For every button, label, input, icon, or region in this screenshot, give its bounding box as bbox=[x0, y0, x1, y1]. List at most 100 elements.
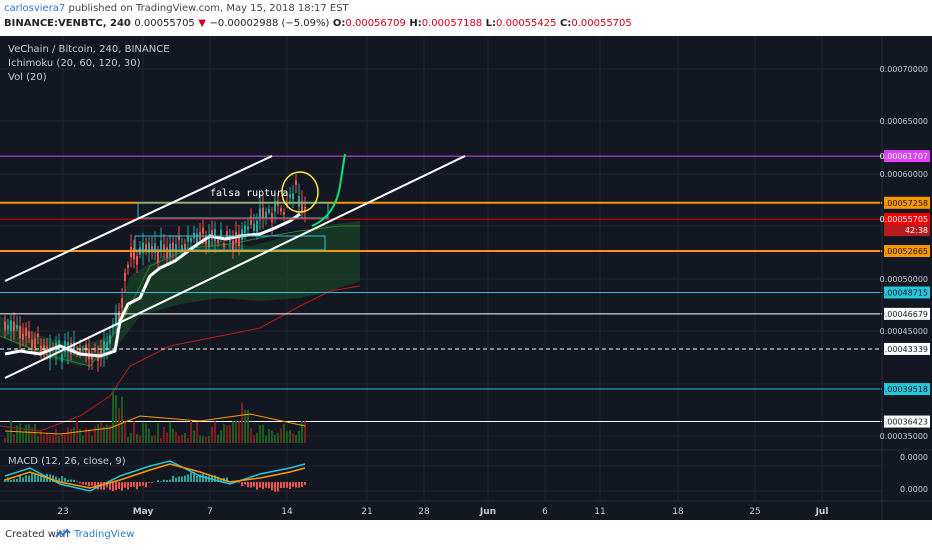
volume-bar-60 bbox=[184, 433, 186, 443]
legend-symbol[interactable]: VeChain / Bitcoin, 240, BINANCE bbox=[8, 44, 170, 55]
high-label: H: bbox=[409, 18, 422, 29]
macd-hist-4 bbox=[16, 478, 18, 482]
macd-hist-97 bbox=[295, 482, 297, 488]
price-chart[interactable]: falsa ruptura 0.00070000 0.00065000 0.00060… bbox=[0, 36, 932, 520]
candle-body-97 bbox=[295, 180, 297, 185]
candle-body-95 bbox=[289, 194, 291, 198]
chart-area[interactable]: falsa ruptura 0.00070000 0.00065000 0.00060… bbox=[0, 36, 932, 520]
price-tag-3: 0.00052665 bbox=[880, 247, 928, 256]
candle-body-61 bbox=[187, 235, 189, 242]
zone-rect-lower bbox=[134, 235, 326, 251]
price-scale-label-4: 0.00045000 bbox=[880, 327, 928, 336]
macd-hist-95 bbox=[289, 482, 291, 490]
macd-hist-65 bbox=[199, 474, 201, 482]
volume-bar-82 bbox=[250, 427, 252, 443]
candle-body-86 bbox=[262, 207, 264, 219]
macd-hist-30 bbox=[94, 482, 96, 489]
tradingview-brand[interactable]: TradingView bbox=[74, 529, 135, 540]
volume-bar-29 bbox=[91, 435, 93, 443]
time-label-10: 25 bbox=[749, 507, 760, 517]
volume-bar-32 bbox=[100, 422, 102, 443]
volume-bar-9 bbox=[31, 427, 33, 443]
candle-body-72 bbox=[220, 229, 222, 236]
macd-hist-61 bbox=[187, 474, 189, 482]
macd-hist-98 bbox=[298, 482, 300, 488]
candle-body-47 bbox=[145, 244, 147, 252]
candle-body-84 bbox=[256, 220, 258, 232]
volume-bar-91 bbox=[277, 432, 279, 443]
volume-bar-43 bbox=[133, 421, 135, 443]
macd-hist-46 bbox=[142, 482, 144, 486]
price-tag-bg-3 bbox=[884, 245, 930, 258]
macd-hist-89 bbox=[271, 482, 273, 491]
macd-hist-94 bbox=[286, 482, 288, 488]
countdown-bg bbox=[884, 225, 930, 237]
volume-bar-64 bbox=[196, 422, 198, 443]
candle-body-39 bbox=[121, 298, 123, 308]
volume-bar-22 bbox=[70, 428, 72, 443]
macd-hist-91 bbox=[277, 482, 279, 492]
macd-hist-44 bbox=[136, 482, 138, 490]
candle-body-42 bbox=[130, 246, 132, 258]
publisher-link[interactable]: carlosviera7 bbox=[4, 3, 66, 14]
candle-body-5 bbox=[19, 325, 21, 339]
candle-body-98 bbox=[298, 196, 300, 207]
candle-body-67 bbox=[205, 239, 207, 245]
time-label-2: 7 bbox=[207, 507, 213, 517]
candle-body-25 bbox=[79, 348, 81, 355]
legend-macd[interactable]: MACD (12, 26, close, 9) bbox=[8, 456, 126, 467]
volume-bar-80 bbox=[244, 409, 246, 443]
legend-ichimoku[interactable]: Ichimoku (20, 60, 120, 30) bbox=[8, 58, 141, 69]
volume-bar-83 bbox=[253, 435, 255, 443]
macd-hist-57 bbox=[175, 477, 177, 482]
candle-body-69 bbox=[211, 230, 213, 240]
legend-volume[interactable]: Vol (20) bbox=[8, 72, 47, 83]
volume-bar-7 bbox=[25, 424, 27, 443]
macd-hist-25 bbox=[79, 482, 81, 484]
candle-body-48 bbox=[148, 242, 150, 253]
candle-body-10 bbox=[34, 338, 36, 349]
macd-hist-28 bbox=[88, 482, 90, 487]
candle-body-33 bbox=[103, 341, 105, 354]
macd-hist-82 bbox=[250, 482, 252, 488]
volume-bar-42 bbox=[130, 432, 132, 443]
macd-hist-85 bbox=[259, 482, 261, 488]
annotation-falsa-ruptura: falsa ruptura bbox=[210, 188, 288, 199]
macd-hist-59 bbox=[181, 476, 183, 482]
macd-hist-6 bbox=[22, 477, 24, 482]
time-label-6: Jun bbox=[479, 507, 496, 517]
candle-body-59 bbox=[181, 244, 183, 253]
candle-body-41 bbox=[127, 264, 129, 268]
macd-hist-67 bbox=[205, 475, 207, 482]
volume-bar-31 bbox=[97, 423, 99, 443]
price-tag-6: 0.00043339 bbox=[880, 345, 928, 354]
macd-hist-0 bbox=[4, 479, 6, 482]
candle-body-26 bbox=[82, 347, 84, 351]
volume-bar-35 bbox=[109, 425, 111, 443]
candle-body-7 bbox=[25, 327, 27, 337]
macd-hist-29 bbox=[91, 482, 93, 486]
volume-bar-90 bbox=[274, 434, 276, 443]
candle-body-53 bbox=[163, 244, 165, 251]
volume-bar-96 bbox=[292, 433, 294, 443]
candle-body-74 bbox=[226, 231, 228, 238]
macd-hist-21 bbox=[67, 479, 69, 482]
candle-body-51 bbox=[157, 252, 159, 264]
volume-bar-95 bbox=[289, 430, 291, 443]
macd-hist-58 bbox=[178, 476, 180, 482]
symbol-label: BINANCE:VENBTC, 240 bbox=[4, 18, 131, 29]
volume-bar-71 bbox=[217, 434, 219, 443]
volume-ma-line bbox=[4, 413, 306, 435]
volume-bar-0 bbox=[4, 437, 6, 443]
volume-bar-39 bbox=[121, 396, 123, 443]
volume-bar-3 bbox=[13, 434, 15, 443]
volume-bar-27 bbox=[85, 428, 87, 443]
volume-bar-69 bbox=[211, 426, 213, 443]
macd-hist-63 bbox=[193, 472, 195, 482]
macd-signal-line bbox=[4, 463, 306, 489]
price-tag-8: 0.00036423 bbox=[880, 418, 928, 427]
volume-bar-14 bbox=[46, 433, 48, 443]
volume-bar-51 bbox=[157, 423, 159, 443]
time-label-1: May bbox=[133, 507, 154, 517]
volume-bar-1 bbox=[7, 432, 9, 443]
